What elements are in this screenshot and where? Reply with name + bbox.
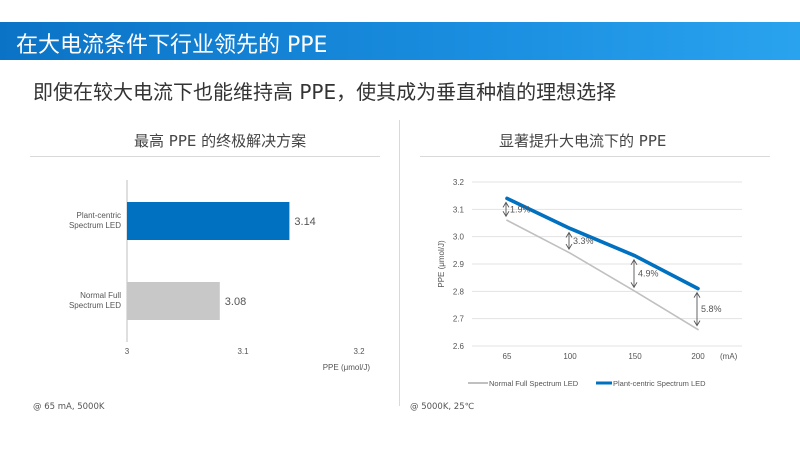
line-y-tick-0: 3.2 xyxy=(453,178,465,187)
line-series-0 xyxy=(506,219,699,331)
left-footnote: @ 65 mA, 5000K xyxy=(33,402,105,412)
right-panel-rule xyxy=(420,156,770,157)
bar-x-tick-1: 3.1 xyxy=(237,347,249,356)
line-y-tick-1: 3.1 xyxy=(453,205,465,214)
line-diff-label-0: 1.9% xyxy=(510,204,531,214)
bar-category-label-1-0: Normal Full xyxy=(80,291,121,300)
line-x-tick-1: 100 xyxy=(563,352,577,361)
line-diff-arrowhead-bottom-1 xyxy=(565,243,573,250)
bar-value-label-1: 3.08 xyxy=(225,296,246,308)
line-diff-arrowhead-top-2 xyxy=(630,258,638,266)
line-diff-arrowhead-top-3 xyxy=(693,291,701,298)
line-chart: 3.2 3.1 3.0 2.9 2.8 2.7 2.6 65 100 150 200 (mA) PPE … xyxy=(437,178,742,388)
legend-label-normal: Normal Full Spectrum LED xyxy=(489,379,579,388)
line-y-tick-2: 3.0 xyxy=(453,233,465,242)
bar-x-axis-label: PPE (μmol/J) xyxy=(323,363,371,372)
line-diff-arrowhead-bottom-2 xyxy=(630,282,638,289)
left-panel-rule xyxy=(30,156,380,157)
left-panel-title: 最高 PPE 的终极解决方案 xyxy=(134,132,307,150)
line-y-tick-3: 2.9 xyxy=(453,260,465,269)
line-x-tick-0: 65 xyxy=(503,352,512,361)
line-diff-label-3: 5.8% xyxy=(701,304,722,314)
bar-category-label-0-1: Spectrum LED xyxy=(69,221,121,230)
slide-subtitle: 即使在较大电流下也能维持高 PPE，使其成为垂直种植的理想选择 xyxy=(33,80,617,104)
right-panel-title: 显著提升大电流下的 PPE xyxy=(499,132,667,150)
bar-value-label-0: 3.14 xyxy=(294,216,315,228)
bar-0 xyxy=(127,202,290,240)
bar-category-label-0-0: Plant-centric xyxy=(77,211,121,220)
bar-x-tick-0: 3 xyxy=(125,347,130,356)
line-diff-arrowhead-top-1 xyxy=(565,231,573,238)
line-diff-arrowhead-bottom-3 xyxy=(693,320,701,327)
line-series-1 xyxy=(505,196,700,291)
bar-category-label-1-1: Spectrum LED xyxy=(69,301,121,310)
title-bar: 在大电流条件下行业领先的 PPE xyxy=(0,22,800,60)
line-x-tick-3: 200 xyxy=(691,352,705,361)
line-diff-label-2: 4.9% xyxy=(638,269,659,279)
line-x-tick-2: 150 xyxy=(628,352,642,361)
line-y-axis-label: PPE (μmol/J) xyxy=(437,240,446,288)
right-footnote: @ 5000K, 25℃ xyxy=(410,402,475,412)
line-diff-label-1: 3.3% xyxy=(573,236,594,246)
legend-label-plant: Plant-centric Spectrum LED xyxy=(613,379,706,388)
line-y-tick-6: 2.6 xyxy=(453,342,465,351)
bar-x-tick-2: 3.2 xyxy=(353,347,365,356)
line-y-tick-5: 2.7 xyxy=(453,315,465,324)
line-diff-arrowhead-bottom-0 xyxy=(502,211,510,218)
bar-1 xyxy=(127,282,220,320)
slide-title: 在大电流条件下行业领先的 PPE xyxy=(16,33,328,58)
line-y-tick-4: 2.8 xyxy=(453,287,465,296)
line-x-unit: (mA) xyxy=(720,352,738,361)
panel-divider xyxy=(399,120,400,406)
line-diff-arrowhead-top-0 xyxy=(502,201,510,208)
